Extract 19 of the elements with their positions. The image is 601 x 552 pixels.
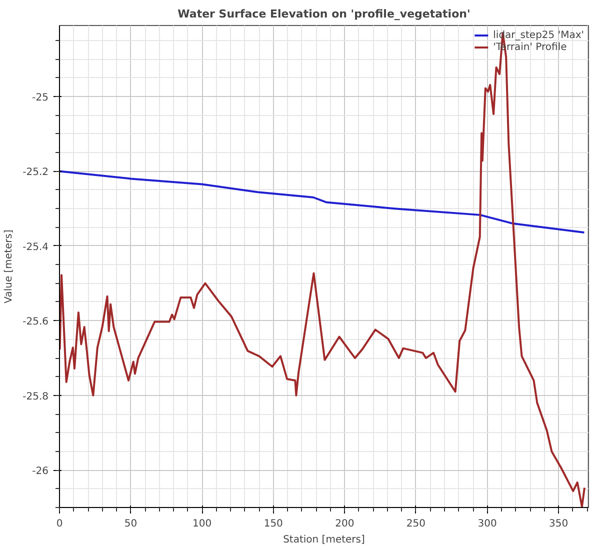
y-axis-title: Value [meters] [4,230,15,304]
y-tick-label: -25.2 [22,167,48,178]
y-tick-label: -26 [32,466,49,478]
x-tick-label: 150 [264,518,283,530]
y-tick-label: -25 [32,92,49,104]
chart-title: Water Surface Elevation on 'profile_vegetation' [178,8,470,20]
line-series [60,32,586,508]
x-tick-label: 250 [406,518,426,530]
x-tick-label: 100 [192,518,212,530]
x-tick-label: 0 [56,518,63,530]
x-tick-label: 200 [335,518,354,530]
y-tick-label: -25.8 [22,391,48,402]
line-series [60,170,586,234]
y-tick-label: -25.4 [22,242,48,253]
y-tick-label: -25.6 [22,316,48,328]
x-tick-label: 350 [549,518,568,530]
x-tick-label: 50 [124,518,138,530]
x-axis-title: Station [meters] [283,534,366,546]
x-tick-label: 300 [478,518,497,530]
